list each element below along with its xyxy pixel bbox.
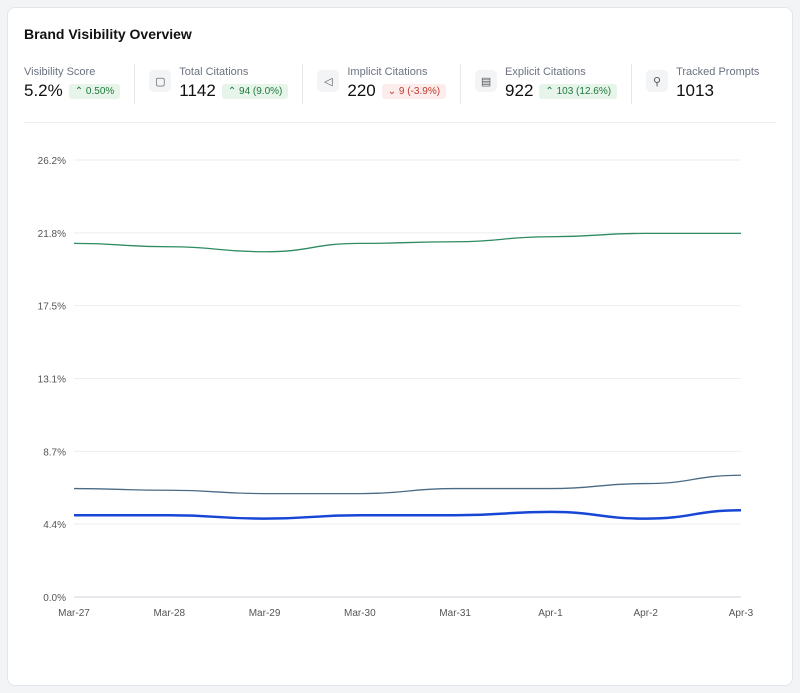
delta-badge: ⌃ 103 (12.6%) xyxy=(539,83,618,99)
x-tick-label: Mar-28 xyxy=(153,608,185,619)
search-icon: ⚲ xyxy=(646,70,669,92)
stat-value: 922 xyxy=(505,81,534,100)
document-icon: ▤ xyxy=(475,70,498,92)
delta-value: 9 (-3.9%) xyxy=(398,85,441,97)
y-tick-label: 0.0% xyxy=(43,593,66,604)
stat-value: 220 xyxy=(347,81,376,100)
series-line-2 xyxy=(74,509,742,520)
x-tick-label: Apr-3 xyxy=(729,608,754,619)
message-icon: ▢ xyxy=(149,70,172,92)
stat-label: Tracked Prompts xyxy=(676,66,760,78)
y-tick-label: 21.8% xyxy=(38,229,66,240)
y-tick-label: 8.7% xyxy=(43,447,66,458)
delta-value: 94 (9.0%) xyxy=(239,85,283,97)
x-tick-label: Mar-27 xyxy=(58,608,90,619)
brand-visibility-card: Brand Visibility Overview Visibility Sco… xyxy=(7,7,793,686)
stat-1: ▢ Total Citations 1142 ⌃ 94 (9.0%) xyxy=(149,64,304,104)
y-tick-label: 17.5% xyxy=(38,302,66,313)
x-tick-label: Mar-29 xyxy=(249,608,281,619)
megaphone-icon: ◁ xyxy=(317,70,340,92)
series-line-0 xyxy=(73,232,741,253)
x-tick-label: Mar-30 xyxy=(344,608,376,619)
delta-value: 103 (12.6%) xyxy=(556,85,612,97)
stat-label: Visibility Score xyxy=(24,66,96,78)
delta-badge: ⌃ 0.50% xyxy=(68,83,121,99)
y-tick-label: 26.2% xyxy=(38,156,66,167)
stat-4: ⚲ Tracked Prompts 1013 xyxy=(646,64,773,104)
x-tick-label: Apr-2 xyxy=(633,608,658,619)
delta-badge: ⌄ 9 (-3.9%) xyxy=(381,83,447,99)
stat-label: Explicit Citations xyxy=(505,66,586,78)
stats-row: Visibility Score 5.2% ⌃ 0.50% ▢ Total Citati… xyxy=(24,64,787,104)
series-line-1 xyxy=(73,474,742,495)
stat-label: Total Citations xyxy=(179,66,249,78)
stat-value: 1013 xyxy=(676,81,714,100)
stat-3: ▤ Explicit Citations 922 ⌃ 103 (12.6%) xyxy=(475,64,633,104)
stat-value: 5.2% xyxy=(24,81,63,100)
card-title: Brand Visibility Overview xyxy=(24,26,192,42)
stat-label: Implicit Citations xyxy=(347,66,428,78)
divider xyxy=(24,122,776,123)
y-tick-label: 13.1% xyxy=(38,375,66,386)
x-tick-label: Mar-31 xyxy=(439,608,471,619)
stat-0: Visibility Score 5.2% ⌃ 0.50% xyxy=(24,64,136,104)
stat-2: ◁ Implicit Citations 220 ⌄ 9 (-3.9%) xyxy=(317,64,462,104)
delta-badge: ⌃ 94 (9.0%) xyxy=(221,83,289,99)
delta-value: 0.50% xyxy=(85,85,115,97)
stat-value: 1142 xyxy=(179,81,216,100)
x-tick-label: Apr-1 xyxy=(538,608,563,619)
y-tick-label: 4.4% xyxy=(43,520,66,531)
